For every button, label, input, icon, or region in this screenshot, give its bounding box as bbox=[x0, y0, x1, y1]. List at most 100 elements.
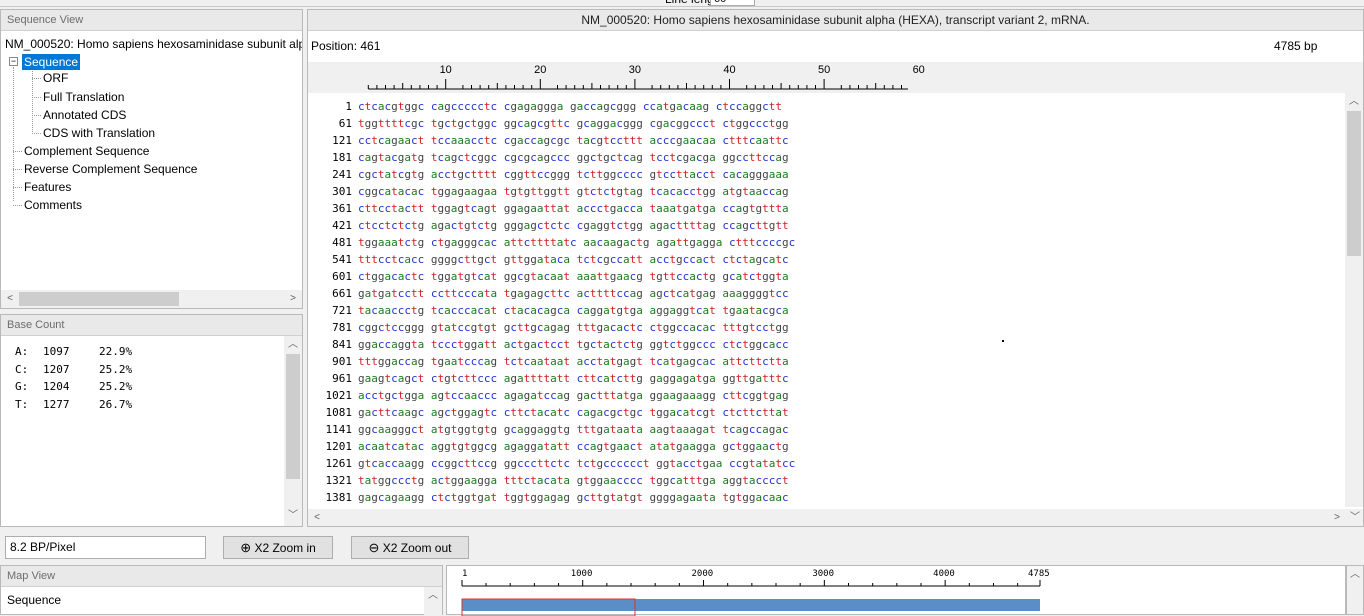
sequence-row-bases[interactable]: cttcctactt tggagtcagt ggagaattat accctga… bbox=[358, 202, 789, 215]
tree-item-features[interactable]: Features bbox=[24, 180, 72, 194]
sequence-row-bases[interactable]: gagcagaagg ctctggtgat tggtggagag gcttgta… bbox=[358, 491, 789, 504]
tree-hscrollbar[interactable]: < > bbox=[1, 290, 302, 308]
sequence-row[interactable]: 361 cttcctactt tggagtcagt ggagaattat accc… bbox=[308, 200, 789, 217]
sequence-row-position: 361 bbox=[332, 202, 352, 215]
bp-per-pixel-field[interactable]: 8.2 BP/Pixel bbox=[5, 536, 206, 559]
sequence-row[interactable]: 781 cggctccggg gtatccgtgt gcttgcagag tttg… bbox=[308, 319, 789, 336]
sequence-row[interactable]: 901 tttggaccag tgaatcccag tctcaataat acct… bbox=[308, 353, 789, 370]
sequence-row-bases[interactable]: tatggccctg actggaagga tttctacata gtggaac… bbox=[358, 474, 789, 487]
scroll-left-icon[interactable]: < bbox=[7, 293, 13, 304]
collapse-toggle-icon[interactable]: − bbox=[9, 56, 18, 66]
sequence-row[interactable]: 661 gatgatcctt ccttcccata tgagagcttc actt… bbox=[308, 285, 789, 302]
scroll-down-icon[interactable]: ﹀ bbox=[1350, 512, 1360, 523]
sequence-row-bases[interactable]: cgctatcgtg acctgctttt cggttccggg tcttggc… bbox=[358, 168, 789, 181]
main-title: NM_000520: Homo sapiens hexosaminidase s… bbox=[308, 10, 1363, 31]
sequence-row[interactable]: 181 cagtacgatg tcagctcggc cgcgcagccc ggct… bbox=[308, 149, 789, 166]
base-count-title: Base Count bbox=[1, 315, 302, 336]
tree-item-complement-sequence[interactable]: Complement Sequence bbox=[24, 144, 150, 158]
sequence-row[interactable]: 121 cctcagaact tccaaacctc cgaccagcgc tacg… bbox=[308, 132, 789, 149]
scroll-right-icon[interactable]: > bbox=[290, 293, 296, 304]
sequence-row-bases[interactable]: tggttttcgc tgctgctggc ggcagcgttc gcaggac… bbox=[358, 117, 789, 130]
sequence-row[interactable]: 1 ctcacgtggc cagccccctc cgagaggga gaccagc… bbox=[308, 98, 782, 115]
sequence-row[interactable]: 541 tttcctcacc ggggcttgct gttggataca tctc… bbox=[308, 251, 789, 268]
base-count-vscroll-thumb[interactable] bbox=[286, 354, 300, 479]
sequence-row[interactable]: 241 cgctatcgtg acctgctttt cggttccggg tctt… bbox=[308, 166, 789, 183]
sequence-row-bases[interactable]: ctcacgtggc cagccccctc cgagaggga gaccagcg… bbox=[358, 100, 782, 113]
sequence-row-position: 1141 bbox=[325, 423, 353, 436]
sequence-row-position: 661 bbox=[332, 287, 352, 300]
sequence-row-bases[interactable]: acctgctgga agtccaaccc agagatccag gacttta… bbox=[358, 389, 789, 402]
cursor-dot bbox=[1002, 340, 1004, 342]
base-count-row: C: 1207 25.2% bbox=[15, 362, 133, 376]
sequence-row[interactable]: 1381 gagcagaagg ctctggtgat tggtggagag gct… bbox=[308, 489, 789, 505]
sequence-row[interactable]: 421 ctcctctctg agactgtctg gggagctctc cgag… bbox=[308, 217, 789, 234]
sequence-row-position: 61 bbox=[338, 117, 352, 130]
sequence-row-bases[interactable]: ctcctctctg agactgtctg gggagctctc cgaggtc… bbox=[358, 219, 789, 232]
sequence-vscroll-thumb[interactable] bbox=[1347, 111, 1361, 256]
map-list-item[interactable]: Sequence bbox=[7, 593, 62, 607]
scroll-up-icon[interactable]: ︿ bbox=[1350, 569, 1360, 580]
scroll-down-icon[interactable]: ﹀ bbox=[288, 510, 298, 521]
sequence-row-bases[interactable]: tggaaatctg ctgagggcac attcttttatc aacaag… bbox=[358, 236, 796, 249]
sequence-row-bases[interactable]: tttggaccag tgaatcccag tctcaataat acctatg… bbox=[358, 355, 789, 368]
sequence-hscrollbar[interactable]: < > ﹀ bbox=[308, 509, 1363, 526]
map-list-vscrollbar[interactable]: ︿ bbox=[424, 587, 442, 615]
scroll-up-icon[interactable]: ︿ bbox=[428, 590, 438, 601]
sequence-row[interactable]: 1021 acctgctgga agtccaaccc agagatccag gac… bbox=[308, 387, 789, 404]
sequence-row-bases[interactable]: acaatcatac aggtgtggcg agaggatatt ccagtga… bbox=[358, 440, 789, 453]
sequence-row-bases[interactable]: ctggacactc tggatgtcat ggcgtacaat aaattga… bbox=[358, 270, 789, 283]
sequence-row[interactable]: 301 cggcatacac tggagaagaa tgtgttggtt gtct… bbox=[308, 183, 789, 200]
tree-root[interactable]: NM_000520: Homo sapiens hexosaminidase s… bbox=[5, 37, 302, 51]
sequence-row[interactable]: 1261 gtcaccaagg ccggcttccg ggcccttctc tct… bbox=[308, 455, 796, 472]
sequence-row[interactable]: 1321 tatggccctg actggaagga tttctacata gtg… bbox=[308, 472, 789, 489]
sequence-row-bases[interactable]: ggcaagggct atgtggtgtg gcaggaggtg tttgata… bbox=[358, 423, 789, 436]
sequence-row-bases[interactable]: ggaccaggta tccctggatt actgactcct tgctact… bbox=[358, 338, 789, 351]
sequence-row-bases[interactable]: cctcagaact tccaaacctc cgaccagcgc tacgtcc… bbox=[358, 134, 789, 147]
tree-item-comments[interactable]: Comments bbox=[24, 198, 83, 212]
scroll-left-icon[interactable]: < bbox=[314, 512, 320, 523]
sequence-row-bases[interactable]: gtcaccaagg ccggcttccg ggcccttctc tctgccc… bbox=[358, 457, 796, 470]
tree-item-cds-with-translation[interactable]: CDS with Translation bbox=[43, 126, 156, 140]
base-count-vscrollbar[interactable]: ︿ ﹀ bbox=[284, 336, 302, 526]
tree-item-reverse-complement-sequence[interactable]: Reverse Complement Sequence bbox=[24, 162, 198, 176]
zoom-out-button[interactable]: ⊖ X2 Zoom out bbox=[351, 536, 469, 559]
scroll-up-icon[interactable]: ︿ bbox=[288, 339, 298, 350]
sequence-vscrollbar[interactable]: ︿ bbox=[1345, 93, 1363, 507]
sequence-area[interactable]: 1 ctcacgtggc cagccccctc cgagaggga gaccagc… bbox=[308, 95, 1344, 505]
sequence-row-bases[interactable]: gaagtcagct ctgtcttccc agattttatt cttcatc… bbox=[358, 372, 789, 385]
tree-hscroll-thumb[interactable] bbox=[19, 292, 179, 306]
sequence-row-bases[interactable]: gacttcaagc agctggagtc cttctacatc cagacgc… bbox=[358, 406, 789, 419]
map-view-panel: Map View Sequence ︿ bbox=[0, 565, 443, 615]
top-toolbar: Line length: 60 bbox=[0, 0, 1364, 7]
tree-item-annotated-cds[interactable]: Annotated CDS bbox=[43, 108, 127, 122]
sequence-row-bases[interactable]: cggctccggg gtatccgtgt gcttgcagag tttgaca… bbox=[358, 321, 789, 334]
sequence-row[interactable]: 961 gaagtcagct ctgtcttccc agattttatt cttc… bbox=[308, 370, 789, 387]
sequence-row[interactable]: 1141 ggcaagggct atgtggtgtg gcaggaggtg ttt… bbox=[308, 421, 789, 438]
sequence-row-bases[interactable]: tacaaccctg tcacccacat ctacacagca caggatg… bbox=[358, 304, 789, 317]
map-canvas[interactable]: 1 1000 2000 3000 4000 4785 bbox=[446, 565, 1346, 616]
map-vscrollbar[interactable]: ︿ bbox=[1346, 565, 1364, 615]
sequence-row[interactable]: 601 ctggacactc tggatgtcat ggcgtacaat aaat… bbox=[308, 268, 789, 285]
zoom-in-button[interactable]: ⊕ X2 Zoom in bbox=[223, 536, 333, 559]
map-tick-label: 3000 bbox=[812, 569, 835, 579]
sequence-row[interactable]: 481 tggaaatctg ctgagggcac attcttttatc aac… bbox=[308, 234, 795, 251]
scroll-right-icon[interactable]: > bbox=[1334, 512, 1340, 523]
tree-item-sequence[interactable]: Sequence bbox=[22, 54, 81, 70]
sequence-row-bases[interactable]: cagtacgatg tcagctcggc cgcgcagccc ggctgct… bbox=[358, 151, 789, 164]
sequence-row[interactable]: 1081 gacttcaagc agctggagtc cttctacatc cag… bbox=[308, 404, 789, 421]
sequence-row[interactable]: 721 tacaaccctg tcacccacat ctacacagca cagg… bbox=[308, 302, 789, 319]
tree-item-full-translation[interactable]: Full Translation bbox=[43, 90, 125, 104]
ruler-label: 10 bbox=[439, 64, 452, 76]
sequence-row-bases[interactable]: gatgatcctt ccttcccata tgagagcttc acttttc… bbox=[358, 287, 789, 300]
map-ruler bbox=[461, 580, 1041, 616]
tree-item-orf[interactable]: ORF bbox=[43, 71, 69, 85]
sequence-row[interactable]: 61 tggttttcgc tgctgctggc ggcagcgttc gcagg… bbox=[308, 115, 789, 132]
main-panel: NM_000520: Homo sapiens hexosaminidase s… bbox=[307, 9, 1364, 527]
sequence-row-bases[interactable]: tttcctcacc ggggcttgct gttggataca tctcgcc… bbox=[358, 253, 789, 266]
sequence-row-bases[interactable]: cggcatacac tggagaagaa tgtgttggtt gtctctg… bbox=[358, 185, 789, 198]
scroll-up-icon[interactable]: ︿ bbox=[1349, 96, 1359, 107]
sequence-row-position: 781 bbox=[332, 321, 352, 334]
line-length-select[interactable]: 60 bbox=[710, 0, 755, 6]
sequence-row[interactable]: 1201 acaatcatac aggtgtggcg agaggatatt cca… bbox=[308, 438, 789, 455]
sequence-row[interactable]: 841 ggaccaggta tccctggatt actgactcct tgct… bbox=[308, 336, 789, 353]
